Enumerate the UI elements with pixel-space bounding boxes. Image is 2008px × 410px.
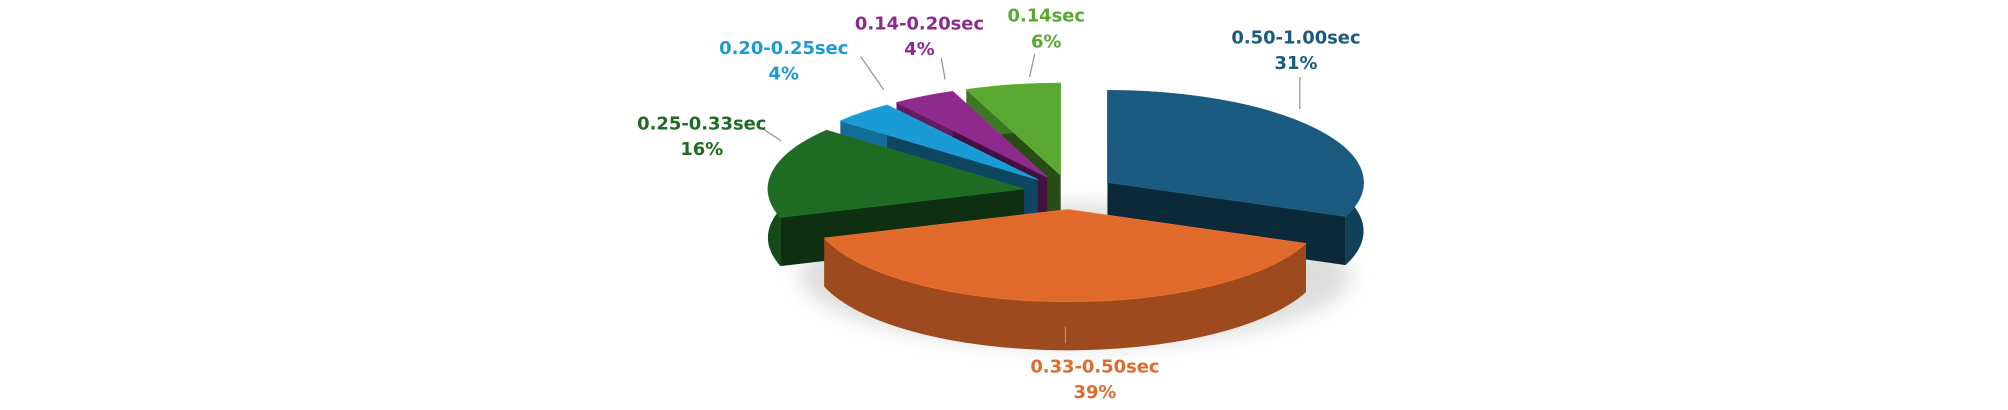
value-label: 31% [1275, 53, 1318, 74]
leader-line [1028, 53, 1036, 78]
value-label: 16% [680, 139, 723, 160]
slice [895, 90, 1048, 178]
value-label: 4% [904, 39, 934, 60]
category-label: 0.25-0.33sec [637, 113, 766, 134]
category-label: 0.50-1.00sec [1231, 28, 1360, 49]
leader-line [940, 57, 946, 80]
category-label: 0.14-0.20sec [855, 13, 984, 34]
slice [767, 129, 1025, 218]
slice [1107, 89, 1364, 217]
category-label: 0.33-0.50sec [1030, 357, 1159, 378]
leader-line [761, 127, 782, 142]
value-label: 6% [1031, 31, 1061, 52]
slice [839, 104, 1038, 180]
value-label: 4% [769, 63, 799, 84]
slice [965, 82, 1061, 176]
slice-side [824, 237, 1306, 351]
category-label: 0.14sec [1007, 6, 1085, 27]
leader-line [860, 56, 885, 91]
value-label: 39% [1073, 382, 1116, 403]
slice [823, 209, 1307, 302]
category-label: 0.20-0.25sec [719, 38, 848, 59]
